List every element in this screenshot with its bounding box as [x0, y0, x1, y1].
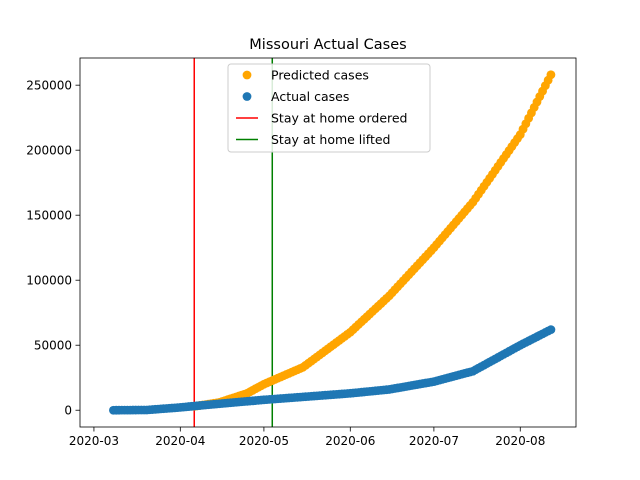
point-predicted-cases: [546, 70, 556, 80]
x-tick-label: 2020-06: [325, 434, 375, 448]
x-tick-label: 2020-07: [409, 434, 459, 448]
x-tick-label: 2020-03: [69, 434, 119, 448]
chart-title: Missouri Actual Cases: [249, 37, 406, 53]
axis-ticks: 2020-03 2020-04 2020-05 2020-06 2020-07 2020-…: [26, 79, 545, 448]
legend-label-actual-cases: Actual cases: [271, 89, 349, 104]
y-tick-label: 200000: [26, 144, 72, 158]
legend-marker-predicted-cases: [242, 70, 252, 80]
x-tick-label: 2020-04: [155, 434, 205, 448]
x-tick-label: 2020-08: [495, 434, 545, 448]
legend-box: [227, 63, 431, 153]
x-tick-label: 2020-05: [239, 434, 289, 448]
legend: Predicted cases Actual cases Stay at home …: [227, 63, 431, 153]
legend-marker-actual-cases: [242, 92, 252, 101]
plot-area: [109, 58, 556, 427]
plot-inner: [109, 58, 556, 427]
y-tick-label: 0: [64, 404, 72, 418]
legend-label-stay-at-home-lifted: Stay at home lifted: [271, 132, 390, 147]
point-actual-cases: [546, 325, 556, 335]
y-tick-label: 100000: [26, 274, 72, 288]
y-tick-label: 50000: [34, 339, 72, 353]
legend-label-stay-at-home-ordered: Stay at home ordered: [271, 111, 408, 126]
legend-label-predicted-cases: Predicted cases: [271, 68, 369, 83]
series-actual-cases: [109, 325, 556, 415]
axes-frame: [79, 57, 577, 428]
y-tick-label: 150000: [26, 209, 72, 223]
y-tick-label: 250000: [26, 79, 72, 93]
